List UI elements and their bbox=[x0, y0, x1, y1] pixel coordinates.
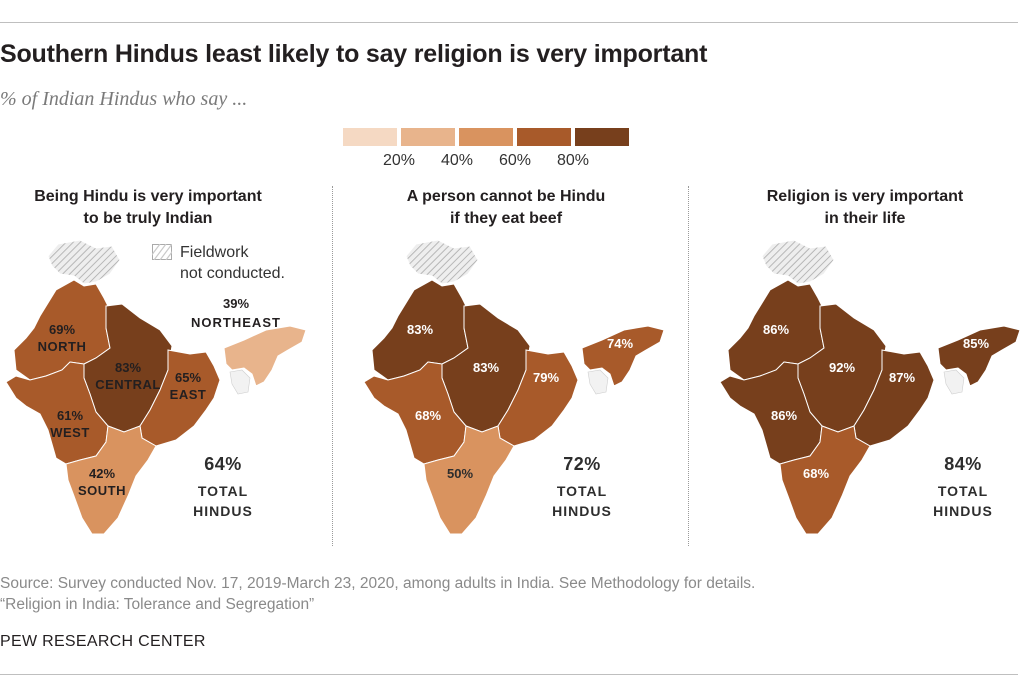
source-line-1: Source: Survey conducted Nov. 17, 2019-M… bbox=[0, 575, 756, 592]
source-note: Source: Survey conducted Nov. 17, 2019-M… bbox=[0, 573, 755, 615]
panel-3-labels: 86% 92% 87% 86% 68% 85% bbox=[763, 322, 989, 481]
panel-3-title-line1: Religion is very important bbox=[766, 188, 964, 205]
region-northeast bbox=[581, 325, 665, 387]
region-bangladesh-gap bbox=[229, 369, 251, 395]
region-east bbox=[497, 349, 579, 447]
panel-divider-1 bbox=[332, 186, 333, 546]
region-south bbox=[779, 425, 871, 535]
panel-2-total-label-1: TOTAL bbox=[556, 483, 608, 499]
panel-3-total-label-1: TOTAL bbox=[937, 483, 989, 499]
label-northeast-name: NORTHEAST bbox=[191, 315, 281, 330]
panel-2-total-label-2: HINDUS bbox=[552, 503, 612, 519]
panel-1-title: Being Hindu is very important to be trul… bbox=[0, 186, 308, 230]
panel-2-title-line2: if they eat beef bbox=[449, 210, 563, 227]
label-west-name: WEST bbox=[50, 425, 90, 440]
fieldwork-note-line2: not conducted. bbox=[180, 265, 285, 282]
legend-swatch-40-60 bbox=[459, 128, 513, 146]
bottom-rule bbox=[0, 674, 1018, 675]
label-west-pct: 68% bbox=[415, 408, 441, 423]
label-east-name: EAST bbox=[170, 387, 207, 402]
legend-label-40: 40% bbox=[440, 152, 474, 169]
region-northeast bbox=[937, 325, 1021, 387]
region-south bbox=[65, 425, 157, 535]
panel-1-labels: 69% NORTH 83% CENTRAL 65% EAST 61% WEST 42% SOUTH… bbox=[38, 296, 281, 498]
region-south bbox=[423, 425, 515, 535]
region-bangladesh-gap bbox=[943, 369, 965, 395]
panel-1-title-line2: to be truly Indian bbox=[83, 210, 213, 227]
panel-3-map: 86% 92% 87% 86% 68% 85% bbox=[719, 239, 1021, 535]
region-east bbox=[139, 349, 221, 447]
legend-swatch-0-20 bbox=[343, 128, 397, 146]
legend-label-60: 60% bbox=[498, 152, 532, 169]
fieldwork-note-line1: Fieldwork bbox=[180, 244, 249, 261]
panel-2-title: A person cannot be Hindu if they eat bee… bbox=[346, 186, 666, 230]
label-north-pct: 86% bbox=[763, 322, 789, 337]
legend-swatch-60-80 bbox=[517, 128, 571, 146]
label-north-pct: 83% bbox=[407, 322, 433, 337]
label-north-pct: 69% bbox=[49, 322, 75, 337]
label-central-name: CENTRAL bbox=[95, 377, 161, 392]
legend-swatch-20-40 bbox=[401, 128, 455, 146]
chart-subtitle: % of Indian Hindus who say ... bbox=[0, 88, 248, 110]
label-northeast-pct: 39% bbox=[223, 296, 249, 311]
label-east-pct: 87% bbox=[889, 370, 915, 385]
panel-2-title-line1: A person cannot be Hindu bbox=[406, 188, 606, 205]
legend-label-20: 20% bbox=[382, 152, 416, 169]
source-line-2: “Religion in India: Tolerance and Segreg… bbox=[0, 596, 315, 613]
color-legend: 20% 40% 60% 80% bbox=[343, 128, 643, 188]
label-east-pct: 79% bbox=[533, 370, 559, 385]
panel-3-title-line2: in their life bbox=[824, 210, 906, 227]
panel-3-title: Religion is very important in their life bbox=[705, 186, 1024, 230]
label-south-name: SOUTH bbox=[78, 483, 126, 498]
region-bangladesh-gap bbox=[587, 369, 609, 395]
chart-title: Southern Hindus least likely to say reli… bbox=[0, 40, 708, 68]
panel-2-total: 72% TOTAL HINDUS bbox=[537, 454, 627, 521]
legend-swatch-80-100 bbox=[575, 128, 629, 146]
label-north-name: NORTH bbox=[38, 339, 87, 354]
panel-3-total: 84% TOTAL HINDUS bbox=[918, 454, 1008, 521]
panel-1-total: 64% TOTAL HINDUS bbox=[178, 454, 268, 521]
label-west-pct: 61% bbox=[57, 408, 83, 423]
panel-1-title-line1: Being Hindu is very important bbox=[34, 188, 262, 205]
fieldwork-hatch-swatch bbox=[152, 244, 172, 260]
legend-label-80: 80% bbox=[556, 152, 590, 169]
top-rule bbox=[0, 22, 1018, 23]
label-central-pct: 83% bbox=[115, 360, 141, 375]
region-kashmir-no-fieldwork bbox=[761, 239, 835, 285]
panel-2-total-pct: 72% bbox=[563, 454, 601, 474]
pew-research-center-logo: PEW RESEARCH CENTER bbox=[0, 633, 206, 650]
panel-3-total-label-2: HINDUS bbox=[933, 503, 993, 519]
label-central-pct: 92% bbox=[829, 360, 855, 375]
label-northeast-pct: 74% bbox=[607, 336, 633, 351]
panel-1-total-label-1: TOTAL bbox=[197, 483, 249, 499]
label-central-pct: 83% bbox=[473, 360, 499, 375]
region-east bbox=[853, 349, 935, 447]
panel-2-map: 83% 83% 79% 68% 50% 74% bbox=[363, 239, 665, 535]
panel-2-labels: 83% 83% 79% 68% 50% 74% bbox=[407, 322, 633, 481]
label-south-pct: 68% bbox=[803, 466, 829, 481]
panel-1-map: 69% NORTH 83% CENTRAL 65% EAST 61% WEST 42% SOUTH… bbox=[5, 239, 307, 535]
panel-divider-2 bbox=[688, 186, 689, 546]
label-east-pct: 65% bbox=[175, 370, 201, 385]
label-south-pct: 50% bbox=[447, 466, 473, 481]
label-west-pct: 86% bbox=[771, 408, 797, 423]
panel-1-total-label-2: HINDUS bbox=[193, 503, 253, 519]
label-south-pct: 42% bbox=[89, 466, 115, 481]
region-kashmir-no-fieldwork bbox=[405, 239, 479, 285]
label-northeast-pct: 85% bbox=[963, 336, 989, 351]
panel-1-total-pct: 64% bbox=[204, 454, 242, 474]
region-northeast bbox=[223, 325, 307, 387]
fieldwork-note: Fieldwork not conducted. bbox=[180, 242, 285, 284]
region-kashmir-no-fieldwork bbox=[47, 239, 121, 285]
panel-3-total-pct: 84% bbox=[944, 454, 982, 474]
